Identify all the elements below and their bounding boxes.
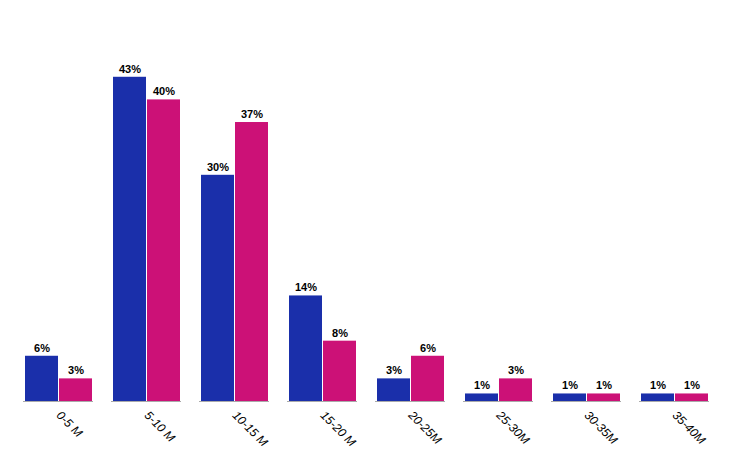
svg-text:43%: 43% xyxy=(119,63,141,75)
svg-text:0-5 M: 0-5 M xyxy=(54,408,86,440)
svg-text:1%: 1% xyxy=(650,379,666,391)
svg-text:8%: 8% xyxy=(332,327,348,339)
svg-text:15-20 M: 15-20 M xyxy=(318,408,359,449)
svg-text:1%: 1% xyxy=(684,379,700,391)
svg-text:6%: 6% xyxy=(34,342,50,354)
svg-text:3%: 3% xyxy=(68,364,84,376)
svg-text:10-15 M: 10-15 M xyxy=(230,408,271,449)
svg-text:35-40M: 35-40M xyxy=(670,408,709,447)
svg-text:14%: 14% xyxy=(295,281,317,293)
svg-text:25-30M: 25-30M xyxy=(493,408,532,447)
svg-text:30-35M: 30-35M xyxy=(582,408,621,447)
svg-text:1%: 1% xyxy=(596,379,612,391)
svg-text:37%: 37% xyxy=(241,108,263,120)
svg-text:20-25M: 20-25M xyxy=(405,408,444,447)
svg-text:3%: 3% xyxy=(386,364,402,376)
svg-text:3%: 3% xyxy=(508,364,524,376)
svg-text:6%: 6% xyxy=(420,342,436,354)
svg-text:30%: 30% xyxy=(207,161,229,173)
svg-text:5-10 M: 5-10 M xyxy=(142,408,178,444)
svg-text:1%: 1% xyxy=(562,379,578,391)
svg-text:1%: 1% xyxy=(474,379,490,391)
svg-text:40%: 40% xyxy=(153,85,175,97)
